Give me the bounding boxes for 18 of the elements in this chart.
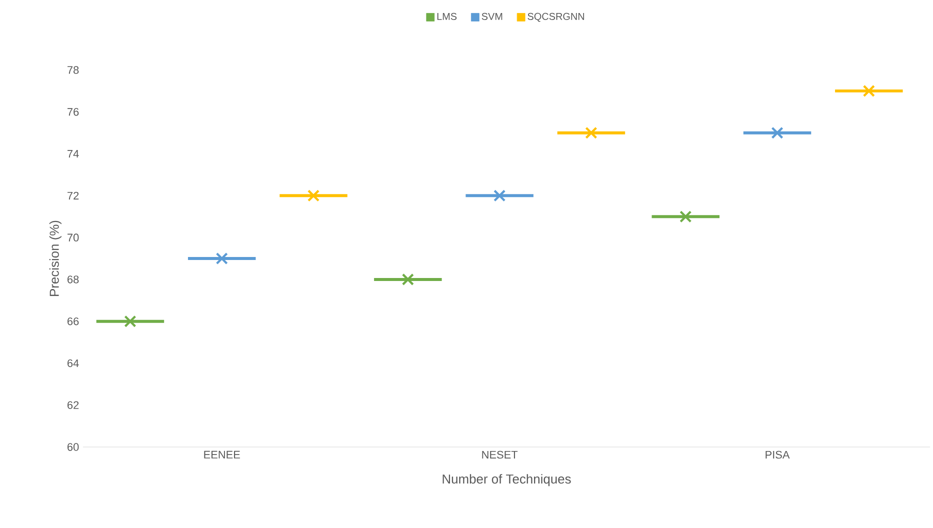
y-tick-label: 72 xyxy=(68,192,79,200)
y-tick-label: 60 xyxy=(68,443,79,451)
legend-label: SQCSRGNN xyxy=(528,12,584,22)
x-tick-label: PISA xyxy=(766,450,790,459)
y-tick-label: 74 xyxy=(68,150,79,158)
y-tick-label: 64 xyxy=(68,359,79,368)
x-tick-label: EENEE xyxy=(204,450,240,458)
x-axis-title: Number of Techniques xyxy=(442,474,571,486)
y-axis-title: Precision (%) xyxy=(49,220,62,296)
legend-label: SVM xyxy=(482,12,502,20)
y-tick-label: 70 xyxy=(68,234,79,242)
y-tick-label: 62 xyxy=(68,401,79,409)
y-tick-label: 78 xyxy=(68,66,79,74)
legend-label: LMS xyxy=(437,12,457,20)
y-tick-label: 76 xyxy=(68,108,79,116)
y-tick-label: 68 xyxy=(68,276,79,284)
x-tick-label: NESET xyxy=(482,450,518,459)
y-tick-label: 66 xyxy=(68,317,79,326)
